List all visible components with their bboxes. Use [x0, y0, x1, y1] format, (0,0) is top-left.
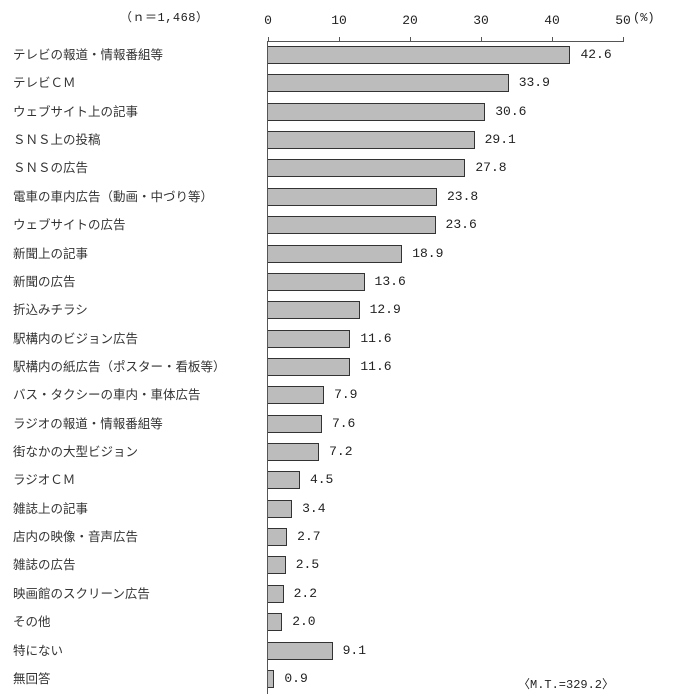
- bar: [268, 386, 325, 404]
- value-label: 33.9: [518, 75, 550, 90]
- category-label: 折込みチラシ: [13, 302, 88, 317]
- value-label: 0.9: [284, 671, 308, 686]
- value-label: 11.6: [360, 359, 392, 374]
- x-tick-label: 20: [402, 13, 418, 28]
- bar: [268, 188, 437, 206]
- category-label: 新聞の広告: [13, 274, 76, 289]
- mean-total-label: 〈M.T.=329.2〉: [518, 678, 615, 692]
- category-label: ＳＮＳの広告: [13, 160, 89, 175]
- value-label: 7.9: [334, 387, 358, 402]
- category-label: ウェブサイトの広告: [13, 217, 126, 232]
- x-axis-line: [268, 41, 623, 42]
- bar: [268, 245, 403, 263]
- bar: [268, 556, 286, 574]
- value-label: 42.6: [580, 47, 612, 62]
- value-label: 2.2: [293, 586, 318, 601]
- category-label: その他: [13, 614, 51, 629]
- bar: [268, 358, 351, 376]
- bar: [268, 46, 571, 64]
- value-label: 2.7: [297, 529, 321, 544]
- value-label: 27.8: [475, 160, 507, 175]
- x-axis-unit-label: (%): [633, 11, 655, 25]
- value-label: 23.8: [446, 189, 479, 204]
- bar: [268, 528, 288, 546]
- bar: [268, 131, 475, 149]
- value-label: 12.9: [369, 302, 401, 317]
- bar: [268, 103, 486, 121]
- category-label: 雑誌上の記事: [13, 501, 89, 516]
- value-label: 3.4: [302, 501, 326, 516]
- category-label: テレビＣＭ: [13, 75, 76, 90]
- category-label: バス・タクシーの車内・車体広告: [13, 387, 201, 402]
- value-label: 4.5: [309, 472, 334, 487]
- bar: [268, 471, 300, 489]
- value-label: 13.6: [374, 274, 406, 289]
- x-tick-label: 10: [331, 13, 347, 28]
- value-label: 30.6: [495, 104, 527, 119]
- y-axis-line: [267, 41, 268, 694]
- bar: [268, 500, 293, 518]
- x-tick-mark: [339, 37, 340, 42]
- bar: [268, 443, 320, 461]
- category-label: 電車の車内広告（動画・中づり等）: [13, 189, 214, 204]
- value-label: 23.6: [445, 217, 477, 232]
- category-label: 雑誌の広告: [13, 557, 76, 572]
- bar: [268, 642, 333, 660]
- x-tick-label: 30: [473, 13, 489, 28]
- x-tick-label: 0: [264, 13, 272, 28]
- sample-size-label: （ｎ＝1,468）: [120, 11, 209, 25]
- bar: [268, 415, 322, 433]
- category-label: 駅構内の紙広告（ポスター・看板等）: [13, 359, 226, 374]
- bar: [268, 613, 283, 631]
- x-tick-mark: [623, 37, 624, 42]
- bar: [268, 585, 284, 603]
- category-label: ウェブサイト上の記事: [13, 104, 139, 119]
- bar: [268, 159, 466, 177]
- value-label: 11.6: [360, 331, 392, 346]
- bar: [268, 216, 436, 234]
- category-label: ラジオＣＭ: [13, 472, 76, 487]
- category-label: 映画館のスクリーン広告: [13, 586, 150, 601]
- category-label: テレビの報道・情報番組等: [13, 47, 164, 62]
- bar: [268, 670, 275, 688]
- category-label: 駅構内のビジョン広告: [13, 331, 139, 346]
- x-tick-label: 40: [544, 13, 560, 28]
- category-label: 特にない: [13, 643, 64, 658]
- value-label: 18.9: [412, 246, 444, 261]
- x-tick-mark: [268, 37, 269, 42]
- value-label: 2.5: [295, 557, 320, 572]
- category-label: ラジオの報道・情報番組等: [13, 416, 163, 431]
- value-label: 2.0: [292, 614, 316, 629]
- category-label: 店内の映像・音声広告: [13, 529, 139, 544]
- category-label: 新聞上の記事: [13, 246, 89, 261]
- value-label: 7.2: [329, 444, 353, 459]
- category-label: 街なかの大型ビジョン: [13, 444, 139, 459]
- value-label: 7.6: [331, 416, 356, 431]
- x-tick-mark: [410, 37, 411, 42]
- x-tick-mark: [481, 37, 482, 42]
- bar: [268, 301, 360, 319]
- bar: [268, 330, 351, 348]
- category-label: 無回答: [13, 671, 51, 686]
- value-label: 29.1: [484, 132, 516, 147]
- x-tick-label: 50: [615, 13, 631, 28]
- category-label: ＳＮＳ上の投稿: [13, 132, 101, 147]
- bar: [268, 273, 365, 291]
- value-label: 9.1: [342, 643, 367, 658]
- bar: [268, 74, 509, 92]
- x-tick-mark: [552, 37, 553, 42]
